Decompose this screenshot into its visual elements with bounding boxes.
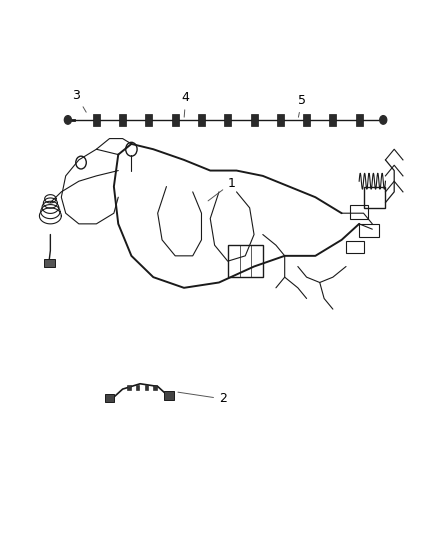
Bar bbox=[224, 114, 231, 126]
Bar bbox=[105, 394, 114, 402]
Bar bbox=[93, 114, 100, 126]
Bar bbox=[346, 241, 364, 253]
Bar bbox=[364, 187, 385, 208]
Text: 1: 1 bbox=[208, 176, 236, 201]
Bar bbox=[277, 114, 284, 126]
Bar bbox=[153, 385, 157, 390]
Text: 2: 2 bbox=[178, 392, 227, 406]
Bar bbox=[172, 114, 179, 126]
Bar bbox=[356, 114, 363, 126]
Bar bbox=[164, 391, 174, 400]
Bar bbox=[136, 385, 139, 390]
Bar bbox=[198, 114, 205, 126]
Bar bbox=[350, 205, 368, 219]
Text: 5: 5 bbox=[298, 94, 306, 117]
Bar bbox=[329, 114, 336, 126]
Circle shape bbox=[380, 116, 387, 124]
Text: 3: 3 bbox=[72, 88, 86, 112]
Bar bbox=[359, 224, 379, 237]
Bar bbox=[44, 259, 55, 266]
Bar bbox=[119, 114, 126, 126]
Bar bbox=[127, 385, 131, 390]
Bar bbox=[145, 385, 148, 390]
Bar bbox=[303, 114, 310, 126]
Text: 4: 4 bbox=[182, 91, 190, 117]
Bar bbox=[228, 245, 263, 277]
Bar bbox=[145, 114, 152, 126]
Bar bbox=[251, 114, 258, 126]
Circle shape bbox=[64, 116, 71, 124]
